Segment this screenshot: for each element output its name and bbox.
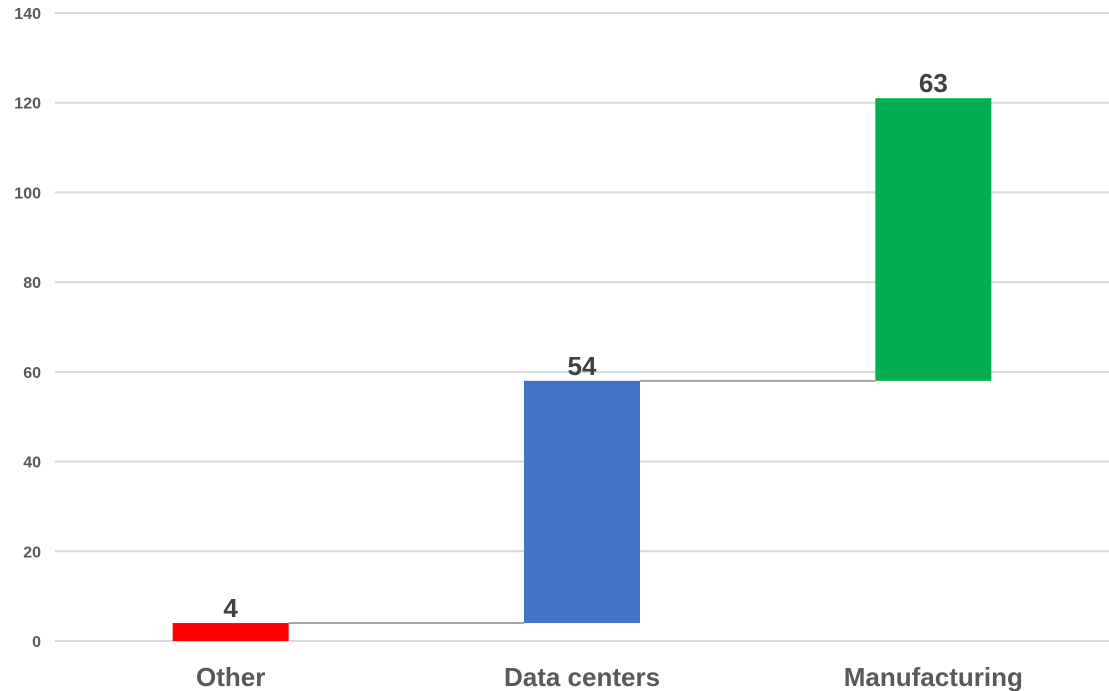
y-tick-label: 40 xyxy=(23,455,41,472)
data-labels: 4 54 63 xyxy=(223,68,947,623)
data-label: 63 xyxy=(919,68,948,98)
y-tick-label: 0 xyxy=(32,634,41,651)
connector-lines xyxy=(288,379,876,625)
bar-manufacturing xyxy=(875,98,992,381)
x-tick-label: Other xyxy=(196,662,265,691)
x-axis-tick-labels: Other Data centers Manufacturing xyxy=(196,662,1023,691)
bars xyxy=(172,98,992,641)
x-tick-label: Manufacturing xyxy=(844,662,1023,691)
x-tick-label: Data centers xyxy=(504,662,660,691)
bar-data-centers xyxy=(524,380,640,624)
y-tick-label: 60 xyxy=(23,365,41,382)
y-tick-label: 80 xyxy=(23,275,41,292)
y-axis-tick-labels: 0 20 40 60 80 100 120 140 xyxy=(14,6,41,651)
data-label: 4 xyxy=(223,593,238,623)
y-tick-label: 20 xyxy=(23,544,41,561)
data-label: 54 xyxy=(568,351,597,381)
y-tick-label: 100 xyxy=(14,185,41,202)
y-tick-label: 140 xyxy=(14,6,41,23)
bar-other xyxy=(172,623,289,641)
y-tick-label: 120 xyxy=(14,96,41,113)
